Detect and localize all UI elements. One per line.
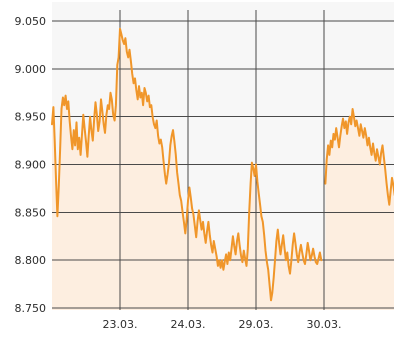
x-tick-label: 24.03. [171,318,206,331]
y-tick-label: 9.050 [15,15,47,28]
x-tick-label: 30.03. [307,318,342,331]
y-tick-label: 8.800 [15,254,47,267]
x-tick-label: 29.03. [239,318,274,331]
x-tick-label: 23.03. [103,318,138,331]
price-line [324,108,394,206]
price-line [51,27,323,302]
y-tick-label: 8.750 [15,302,47,315]
y-tick-label: 8.900 [15,159,47,172]
y-tick-label: 8.950 [15,111,47,124]
y-tick-label: 9.000 [15,63,47,76]
y-tick-label: 8.850 [15,206,47,219]
